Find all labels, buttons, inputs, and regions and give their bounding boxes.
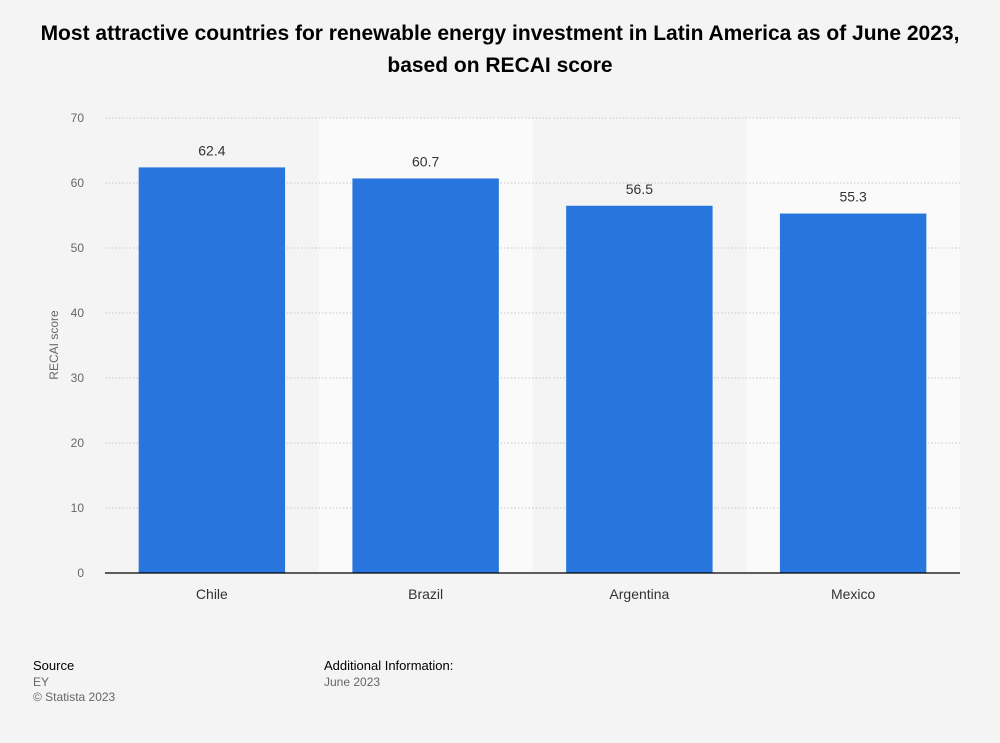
value-label: 62.4 (198, 142, 225, 158)
y-tick-label: 30 (71, 371, 85, 385)
additional-info-label: Additional Information: (324, 658, 454, 673)
source-value: EY (33, 675, 50, 689)
y-axis-label: RECAI score (47, 310, 61, 380)
x-axis-ticks: Chile Brazil Argentina Mexico (196, 586, 876, 602)
y-tick-label: 40 (71, 306, 85, 320)
value-label: 55.3 (840, 189, 867, 205)
y-tick-label: 70 (71, 111, 85, 125)
value-labels: 62.4 60.7 56.5 55.3 (198, 142, 867, 204)
bar-chile[interactable] (138, 167, 286, 573)
x-tick-label: Brazil (408, 586, 443, 602)
y-tick-label: 20 (71, 436, 85, 450)
y-tick-label: 0 (77, 566, 84, 580)
bar-brazil[interactable] (352, 178, 499, 573)
grid-lines (105, 117, 960, 509)
source-label: Source (33, 658, 75, 673)
value-label: 60.7 (412, 153, 439, 169)
x-tick-label: Chile (196, 586, 228, 602)
value-label: 56.5 (626, 181, 653, 197)
y-axis-ticks: 0 10 20 30 40 50 60 70 (71, 111, 85, 580)
x-tick-label: Mexico (831, 586, 876, 602)
y-tick-label: 60 (71, 176, 85, 190)
chart-title: Most attractive countries for renewable … (40, 22, 960, 77)
y-tick-label: 10 (71, 501, 85, 515)
additional-info-value: June 2023 (324, 675, 381, 689)
copyright[interactable]: © Statista 2023 (33, 690, 116, 704)
bar-mexico[interactable] (779, 213, 927, 574)
bars (138, 167, 927, 574)
bar-argentina[interactable] (566, 205, 713, 573)
y-tick-label: 50 (71, 241, 85, 255)
x-tick-label: Argentina (609, 586, 669, 602)
